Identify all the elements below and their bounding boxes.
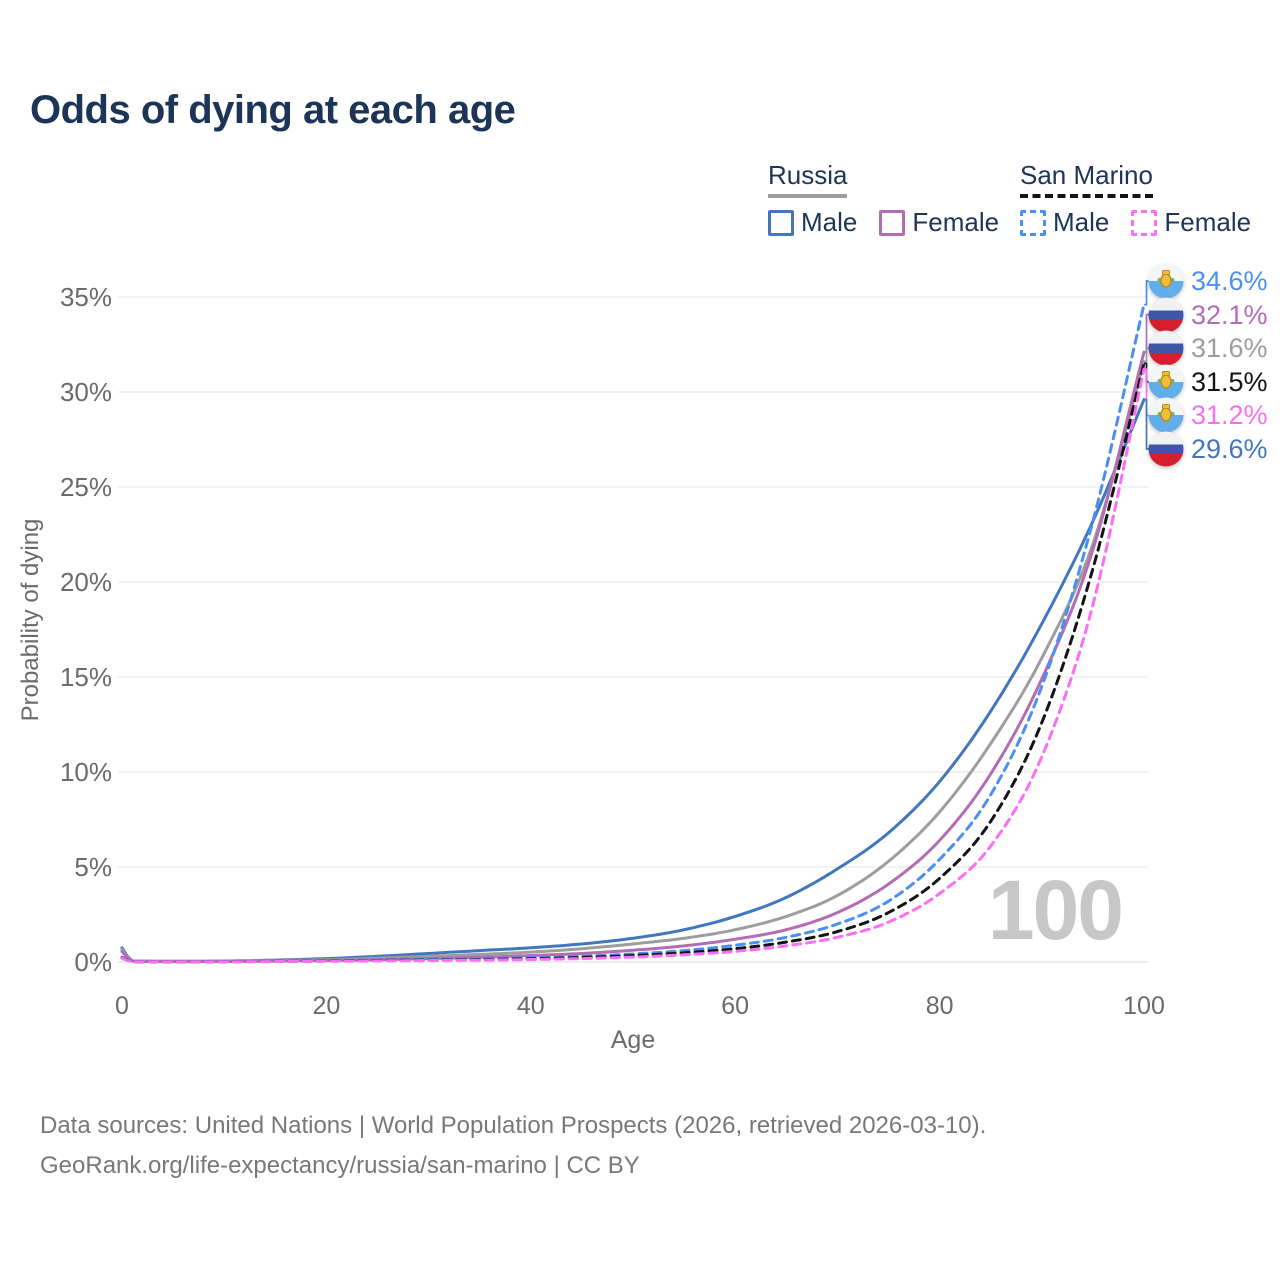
- legend-item-san-marino-male[interactable]: Male: [1020, 207, 1109, 238]
- legend-item-label: Male: [1053, 207, 1110, 237]
- end-label-connector: [1144, 280, 1150, 306]
- end-label-value: 32.1%: [1191, 299, 1268, 330]
- end-label-san-marino-male: 34.6%: [1148, 263, 1268, 299]
- san-marino-flag-icon: [1148, 364, 1184, 400]
- legend-linestyle-sample: [1020, 194, 1153, 198]
- legend-linestyle-sample: [768, 194, 848, 198]
- x-tick-label: 20: [312, 992, 341, 1020]
- legend-item-label: Female: [1164, 207, 1252, 237]
- x-axis-title: Age: [610, 1026, 656, 1054]
- legend-group-title: Russia: [768, 160, 848, 190]
- y-tick-label: 5%: [74, 852, 112, 882]
- end-label-connector: [1144, 368, 1150, 417]
- y-tick-label: 25%: [59, 472, 112, 502]
- legend-item-label: Male: [801, 207, 858, 237]
- y-tick-label: 0%: [74, 947, 112, 977]
- chart-plot: [118, 280, 1150, 964]
- x-tick-label: 40: [516, 992, 545, 1020]
- legend-swatch: [1020, 209, 1046, 236]
- end-label-connector: [1144, 347, 1150, 363]
- end-label-value: 31.2%: [1191, 400, 1268, 431]
- y-tick-label: 10%: [59, 757, 112, 787]
- end-label-russia-both-sexes: 31.6%: [1148, 330, 1268, 366]
- russia-flag-icon: [1148, 330, 1184, 366]
- series-line-san-marino-female: [120, 367, 1146, 964]
- end-label-value: 31.5%: [1191, 366, 1268, 397]
- x-tick-label: 100: [1123, 992, 1165, 1020]
- chart-title: Odds of dying at each age: [30, 88, 516, 132]
- san-marino-flag-icon: [1148, 397, 1184, 433]
- san-marino-flag-icon: [1148, 263, 1184, 299]
- legend-item-label: Female: [912, 207, 1000, 237]
- end-label-value: 34.6%: [1191, 266, 1268, 296]
- legend-item-russia-male[interactable]: Male: [768, 207, 857, 238]
- end-label-san-marino-both-sexes: 31.5%: [1148, 364, 1268, 400]
- y-tick-label: 35%: [59, 282, 112, 312]
- y-tick-label: 15%: [59, 662, 112, 692]
- y-tick-label: 30%: [59, 377, 112, 407]
- age-cursor-watermark: 100: [987, 863, 1124, 957]
- end-label-value: 31.6%: [1191, 333, 1268, 364]
- end-label-russia-male: 29.6%: [1148, 431, 1268, 467]
- legend-group-san-marino: San Marino Male Female: [1020, 160, 1251, 238]
- russia-flag-icon: [1148, 297, 1184, 333]
- end-label-san-marino-female: 31.2%: [1148, 397, 1268, 433]
- y-tick-label: 20%: [59, 567, 112, 597]
- footer-url-line: GeoRank.org/life-expectancy/russia/san-m…: [40, 1152, 640, 1179]
- y-axis-title: Probability of dying: [17, 518, 44, 722]
- end-label-russia-female: 32.1%: [1148, 297, 1268, 333]
- footer-sources-line: Data sources: United Nations | World Pop…: [40, 1112, 987, 1139]
- legend-item-russia-female[interactable]: Female: [879, 207, 999, 238]
- russia-flag-icon: [1148, 431, 1184, 467]
- legend-group-russia: Russia Male Female: [768, 160, 999, 238]
- end-label-connector: [1144, 313, 1150, 353]
- legend-swatch: [768, 209, 794, 236]
- x-tick-label: 0: [115, 992, 129, 1020]
- end-label-connector: [1144, 398, 1150, 450]
- x-tick-label: 60: [721, 992, 750, 1020]
- legend-swatch: [1131, 209, 1158, 236]
- legend-swatch: [879, 209, 906, 236]
- end-label-value: 29.6%: [1191, 434, 1268, 464]
- legend-item-san-marino-female[interactable]: Female: [1131, 207, 1251, 238]
- footer: Data sources: United Nations | World Pop…: [40, 1106, 986, 1186]
- legend-group-title: San Marino: [1020, 160, 1153, 190]
- x-tick-label: 80: [925, 992, 954, 1020]
